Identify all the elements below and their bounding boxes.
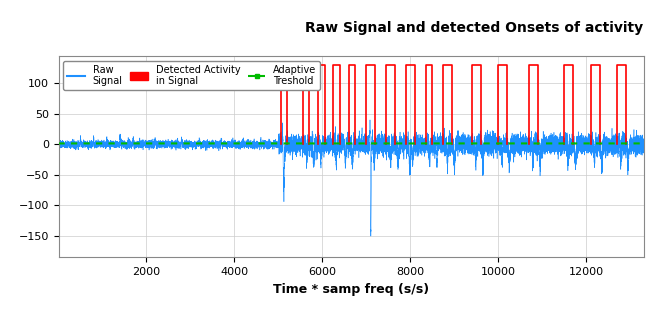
- Legend: Raw
Signal, Detected Activity
in Signal, Adaptive
Treshold: Raw Signal, Detected Activity in Signal,…: [63, 61, 320, 90]
- Text: Raw Signal and detected Onsets of activity: Raw Signal and detected Onsets of activi…: [306, 21, 644, 35]
- X-axis label: Time * samp freq (s/s): Time * samp freq (s/s): [273, 283, 429, 295]
